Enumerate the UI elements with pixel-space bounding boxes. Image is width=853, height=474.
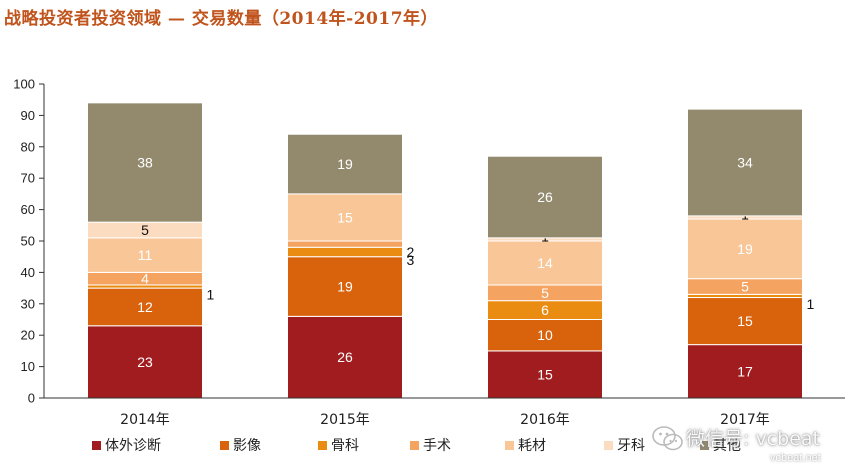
- legend-swatch: [604, 441, 613, 450]
- bar-segment: [687, 297, 803, 346]
- data-label: 15: [337, 209, 353, 225]
- legend-label: 体外诊断: [105, 438, 161, 454]
- bar-segment: [287, 246, 403, 258]
- y-tick-label: 90: [21, 108, 35, 123]
- data-label: 6: [541, 302, 549, 318]
- legend-swatch: [318, 441, 327, 450]
- chart-title: 战略投资者投资领域 — 交易数量（2014年-2017年）: [4, 9, 439, 29]
- y-tick-label: 20: [21, 328, 35, 343]
- x-tick-label: 2014年: [120, 412, 170, 428]
- bar-segment: [487, 240, 603, 286]
- bar-segment: [87, 287, 203, 327]
- data-label: 5: [741, 279, 749, 295]
- y-tick-label: 50: [21, 234, 35, 249]
- data-label: 19: [337, 156, 353, 172]
- bars: 232615171219101513614255111514195-113819…: [87, 102, 815, 399]
- data-label: 3: [407, 252, 415, 268]
- y-tick-label: 40: [21, 265, 35, 280]
- legend: 体外诊断 影像 骨科 手术 耗材 牙科 其他: [92, 438, 741, 454]
- wechat-logo-icon: [652, 426, 683, 451]
- y-tick-label: 0: [28, 391, 35, 406]
- data-label: 2: [407, 244, 415, 260]
- bar-segment: [287, 133, 403, 195]
- legend-swatch: [410, 441, 419, 450]
- data-label: 26: [537, 189, 553, 205]
- legend-swatch: [505, 441, 514, 450]
- legend-label: 其他: [713, 438, 741, 454]
- data-label: 1: [207, 287, 215, 303]
- y-tick-label: 100: [13, 77, 35, 92]
- data-label: 17: [737, 363, 753, 379]
- legend-swatch: [220, 441, 229, 450]
- y-tick-label: 70: [21, 171, 35, 186]
- data-label: 5: [141, 222, 149, 238]
- legend-label: 手术: [423, 438, 451, 454]
- legend-label: 骨科: [331, 438, 359, 454]
- watermark-main: 微信号: vcbeat: [686, 428, 820, 450]
- watermark-sub: vcbeat.net: [770, 452, 821, 464]
- bar-segment: [487, 155, 603, 239]
- legend-swatch: [700, 441, 709, 450]
- bar-segment: [687, 108, 803, 217]
- legend-label: 耗材: [518, 438, 546, 454]
- watermark: 微信号: vcbeat vcbeat.net: [648, 424, 853, 474]
- legend-label: 牙科: [617, 438, 645, 454]
- data-label: 5: [541, 285, 549, 301]
- y-tick-label: 60: [21, 202, 35, 217]
- data-label: 19: [737, 241, 753, 257]
- data-label: 14: [537, 255, 553, 271]
- data-label: 26: [337, 349, 353, 365]
- data-label: 1: [807, 296, 815, 312]
- bar-segment: [287, 193, 403, 242]
- bar-segment: [487, 319, 603, 352]
- x-tick-label: 2016年: [520, 412, 570, 428]
- data-label: 12: [137, 299, 153, 315]
- data-label: 23: [137, 354, 153, 370]
- x-tick-label: 2017年: [720, 412, 770, 428]
- y-tick-label: 80: [21, 139, 35, 154]
- data-label: 34: [737, 155, 753, 171]
- data-label: 15: [537, 366, 553, 382]
- data-label: 11: [138, 247, 153, 263]
- data-label: 15: [737, 313, 753, 329]
- bar-segment: [287, 240, 403, 248]
- legend-label: 影像: [233, 438, 261, 454]
- y-tick-label: 10: [21, 359, 35, 374]
- y-tick-label: 30: [21, 296, 35, 311]
- data-label: 38: [137, 155, 153, 171]
- bar-segment: [87, 237, 203, 273]
- data-label: 19: [337, 279, 353, 295]
- x-tick-label: 2015年: [320, 412, 370, 428]
- y-axis: 0 10 20 30 40 50 60 70 80 90 100: [13, 77, 45, 406]
- x-axis: 2014年 2015年 2016年 2017年: [44, 397, 845, 428]
- bar-segment: [87, 102, 203, 223]
- data-label: 10: [537, 327, 553, 343]
- data-label: 4: [141, 271, 149, 287]
- legend-swatch: [92, 441, 101, 450]
- bar-segment: [287, 256, 403, 317]
- bar-segment: [687, 218, 803, 280]
